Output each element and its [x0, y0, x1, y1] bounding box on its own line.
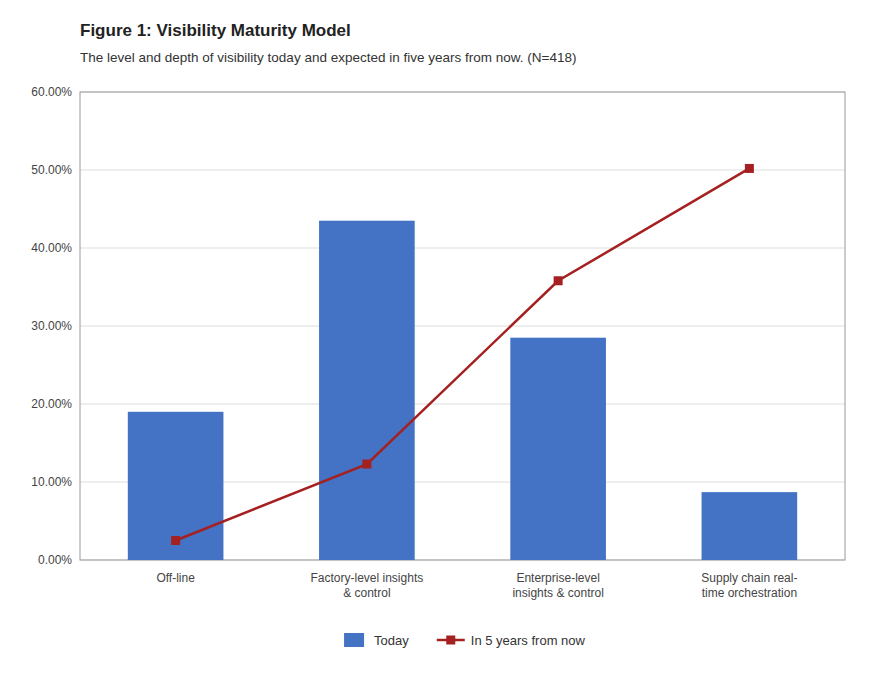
- line-marker: [554, 276, 563, 285]
- y-tick-label: 0.00%: [38, 553, 72, 567]
- x-tick-label-line: Off-line: [156, 571, 195, 585]
- legend: Today In 5 years from now: [344, 633, 585, 648]
- x-tick-label: Supply chain real-time orchestration: [701, 571, 797, 600]
- grid-line: [80, 326, 845, 327]
- y-tick-label: 60.00%: [31, 85, 72, 99]
- y-tick-label: 10.00%: [31, 475, 72, 489]
- x-tick-label-line: Enterprise-level: [516, 571, 599, 585]
- line: [176, 168, 750, 540]
- y-tick-label: 50.00%: [31, 163, 72, 177]
- x-tick-label: Enterprise-levelinsights & control: [512, 571, 603, 600]
- legend-item: In 5 years from now: [437, 633, 586, 648]
- legend-label: Today: [374, 633, 409, 648]
- bar: [128, 412, 224, 560]
- y-axis: 0.00% 10.00% 20.00% 30.00% 40.00% 50.00% 60.00…: [31, 85, 845, 567]
- line-marker: [362, 460, 371, 469]
- x-tick-label: Factory-level insights& control: [311, 571, 424, 600]
- y-tick-label: 40.00%: [31, 241, 72, 255]
- grid-line: [80, 248, 845, 249]
- legend-label: In 5 years from now: [471, 633, 586, 648]
- x-tick-label-line: time orchestration: [702, 586, 797, 600]
- line-marker: [171, 536, 180, 545]
- x-tick-label-line: Supply chain real-: [701, 571, 797, 585]
- x-tick-label-line: & control: [343, 586, 390, 600]
- chart-container: Figure 1: Visibility Maturity Model The l…: [0, 0, 875, 697]
- y-tick-label: 20.00%: [31, 397, 72, 411]
- line-marker: [745, 164, 754, 173]
- subtitle: The level and depth of visibility today …: [80, 50, 576, 65]
- x-tick-label-line: insights & control: [512, 586, 603, 600]
- legend-item: Today: [344, 633, 409, 648]
- plot-frame: [80, 92, 845, 560]
- grid-line: [80, 404, 845, 405]
- background: [0, 0, 875, 697]
- x-axis: Off-line Factory-level insights& control E…: [156, 571, 797, 600]
- legend-marker: [446, 636, 455, 645]
- bar: [319, 221, 415, 560]
- y-tick-label: 30.00%: [31, 319, 72, 333]
- marks: [128, 164, 797, 560]
- title: Figure 1: Visibility Maturity Model: [80, 21, 351, 40]
- grid-line: [80, 170, 845, 171]
- chart-svg: Figure 1: Visibility Maturity Model The l…: [0, 0, 875, 697]
- x-tick-label-line: Factory-level insights: [311, 571, 424, 585]
- legend-swatch: [344, 633, 364, 647]
- x-tick-label: Off-line: [156, 571, 195, 585]
- bar: [702, 492, 798, 560]
- bar: [510, 338, 606, 560]
